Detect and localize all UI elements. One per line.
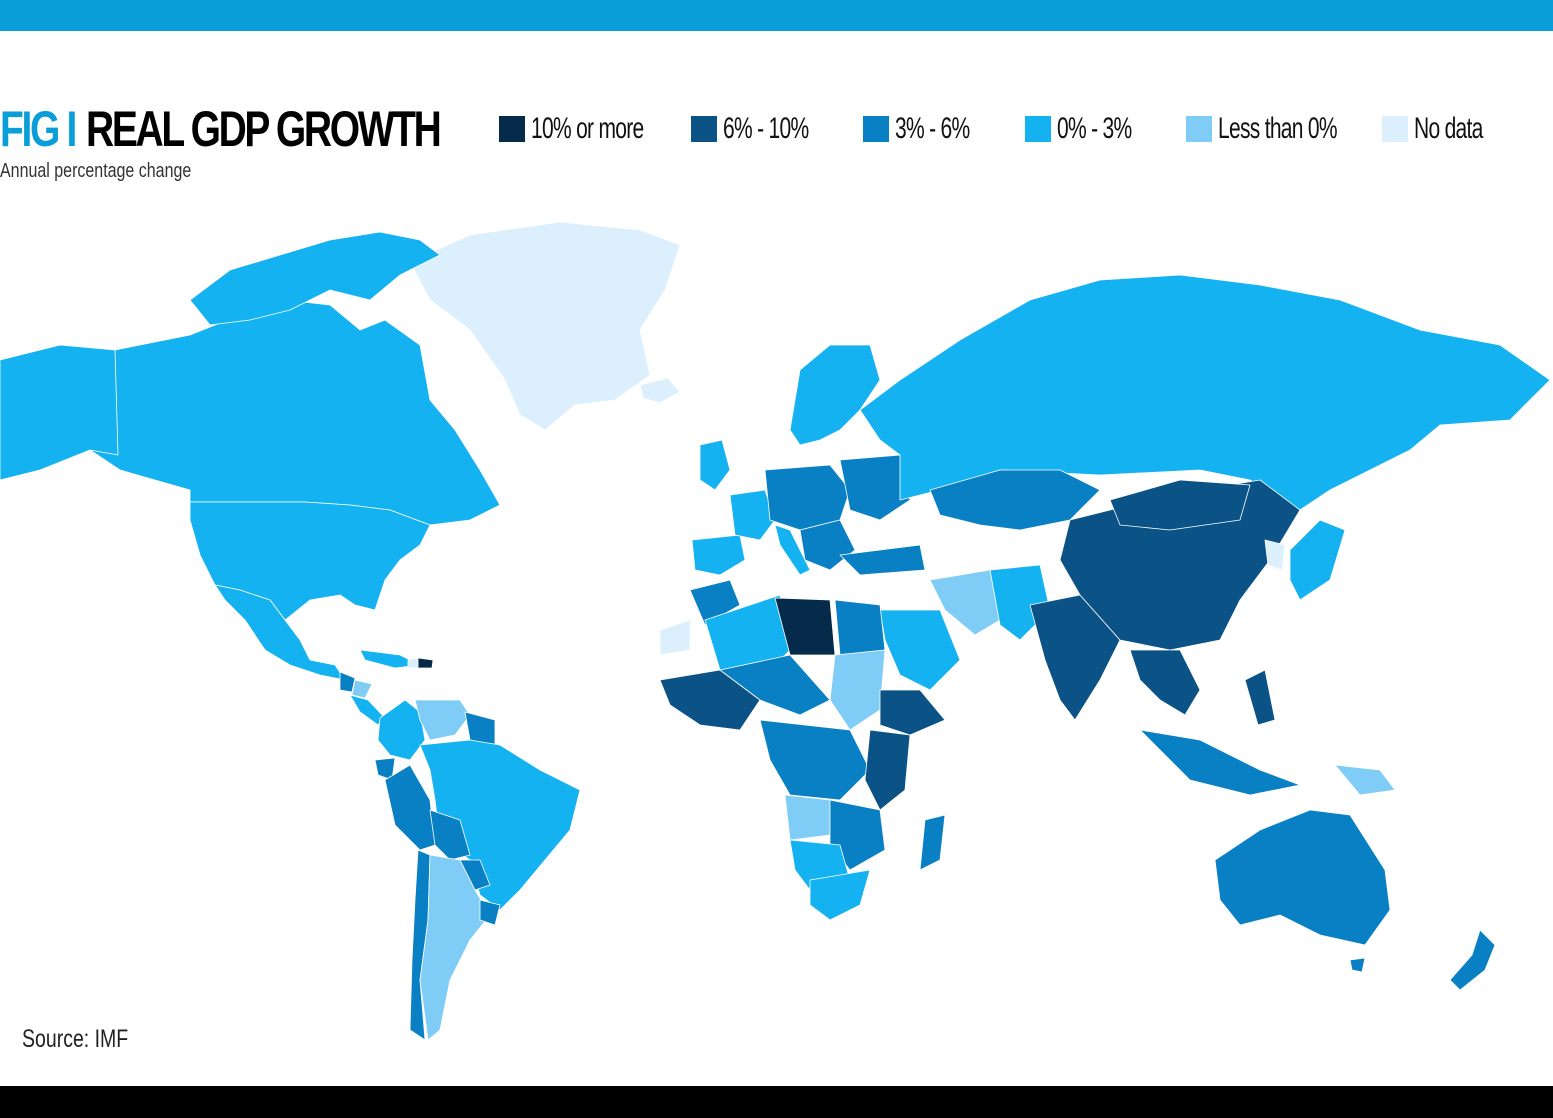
- legend-label: 6% - 10%: [723, 112, 809, 145]
- norway-sweden-finland: [789, 344, 881, 446]
- new-zealand: [1449, 929, 1496, 991]
- legend-swatch: [691, 116, 717, 142]
- dominican-republic: [417, 657, 434, 669]
- figure-subtitle: Annual percentage change: [0, 160, 192, 182]
- united-states: [189, 501, 431, 621]
- world-map: [0, 221, 1551, 1041]
- central-africa: [759, 719, 871, 801]
- sudan: [829, 649, 886, 731]
- turkey: [839, 544, 926, 576]
- tasmania: [1349, 957, 1366, 973]
- cuba: [359, 649, 421, 669]
- greenland: [409, 221, 681, 431]
- east-africa: [864, 729, 911, 811]
- legend-swatch: [499, 116, 525, 142]
- australia: [1214, 809, 1391, 946]
- france: [729, 489, 776, 541]
- united-kingdom: [699, 439, 731, 491]
- egypt: [834, 599, 886, 656]
- indonesia: [1139, 729, 1301, 796]
- southeast-asia: [1129, 649, 1201, 716]
- papua-new-guinea: [1334, 764, 1396, 796]
- philippines: [1244, 669, 1276, 726]
- russia: [859, 274, 1551, 511]
- ukraine-belarus: [839, 454, 911, 521]
- guatemala: [339, 671, 356, 693]
- ethiopia-horn: [879, 689, 946, 736]
- figure-title: FIG I REAL GDP GROWTH: [0, 100, 442, 158]
- iberia: [691, 534, 746, 576]
- bolivia: [429, 809, 471, 861]
- korea: [1264, 539, 1286, 571]
- canada-arctic-islands: [189, 231, 441, 326]
- argentina: [419, 854, 491, 1041]
- figure-number: FIG I: [0, 101, 77, 157]
- legend-swatch: [1382, 116, 1408, 142]
- japan: [1289, 519, 1346, 601]
- central-europe: [764, 464, 851, 531]
- balkans: [799, 519, 856, 571]
- bottom-accent-bar: [0, 1086, 1553, 1118]
- legend-label: 0% - 3%: [1057, 112, 1132, 145]
- honduras: [351, 679, 373, 699]
- legend-swatch: [863, 116, 889, 142]
- legend-label: 3% - 6%: [895, 112, 970, 145]
- legend-label: 10% or more: [531, 112, 644, 145]
- uruguay: [479, 899, 501, 926]
- haiti: [407, 657, 419, 669]
- colombia: [377, 699, 426, 761]
- source-note: Source: IMF: [22, 1025, 129, 1053]
- top-accent-bar: [0, 0, 1553, 31]
- angola: [784, 794, 831, 841]
- sahel: [719, 654, 831, 716]
- saudi-arabia: [879, 609, 961, 691]
- iceland: [639, 377, 681, 404]
- morocco: [689, 579, 741, 626]
- madagascar: [919, 814, 946, 871]
- mongolia: [1109, 479, 1251, 531]
- legend-label: Less than 0%: [1218, 112, 1338, 145]
- south-africa: [809, 869, 871, 921]
- legend-swatch: [1025, 116, 1051, 142]
- figure-title-text: REAL GDP GROWTH: [86, 101, 442, 157]
- southern-africa-north: [829, 799, 886, 871]
- legend-label: No data: [1414, 112, 1483, 145]
- legend-swatch: [1186, 116, 1212, 142]
- peru: [384, 764, 436, 851]
- western-sahara: [659, 619, 691, 656]
- italy: [774, 524, 811, 576]
- venezuela: [414, 699, 471, 741]
- alaska: [0, 344, 119, 481]
- iran: [929, 569, 1001, 636]
